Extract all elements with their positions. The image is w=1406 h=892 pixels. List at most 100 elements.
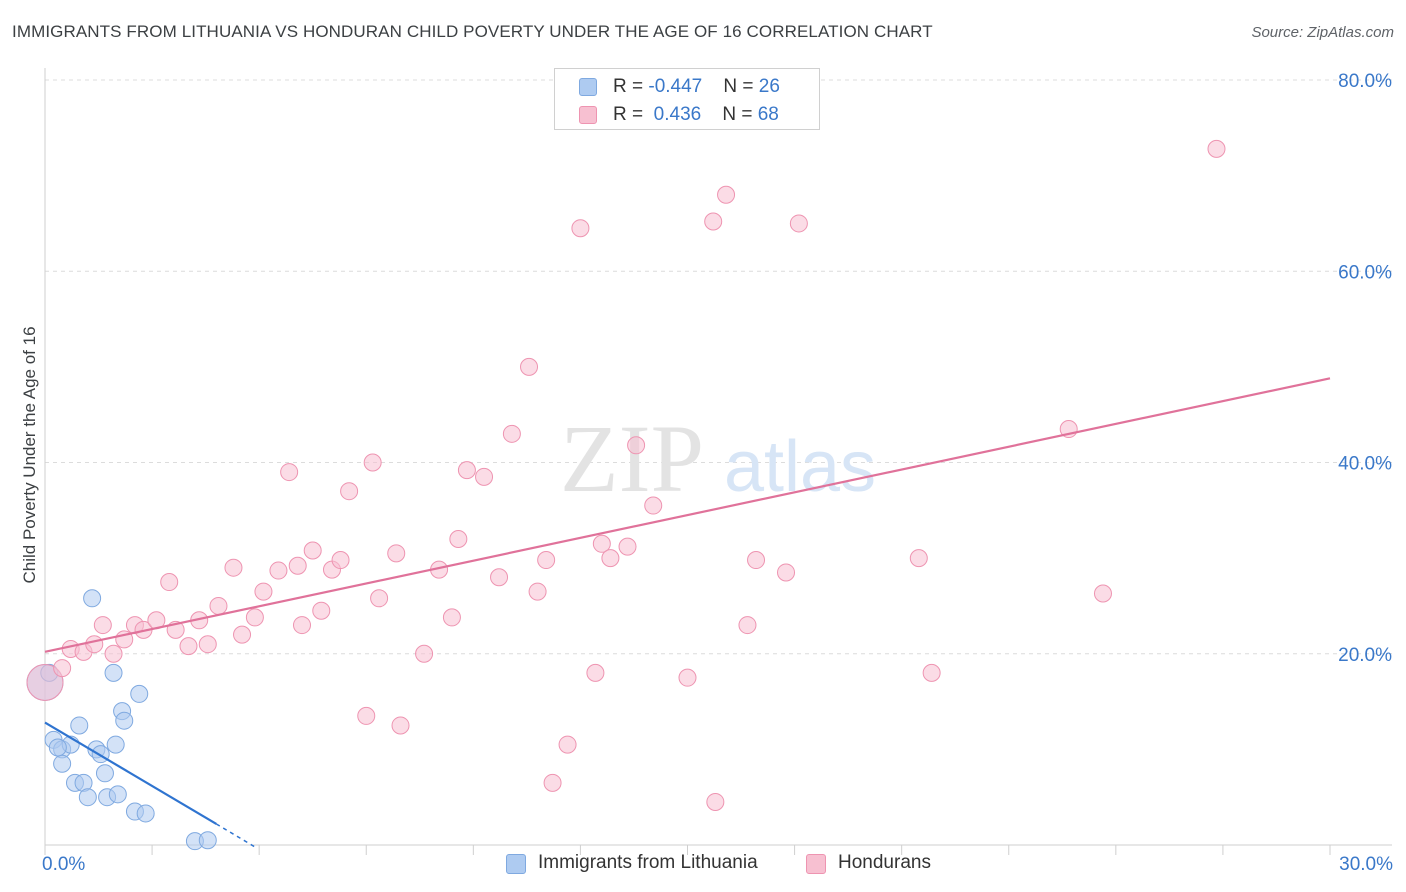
- data-point: [53, 659, 72, 678]
- data-point: [627, 436, 646, 455]
- legend-n-label: N =: [722, 104, 758, 125]
- data-point: [198, 635, 217, 654]
- bottom-legend-swatch-hondurans: [806, 854, 826, 874]
- data-point: [70, 716, 89, 735]
- data-point: [706, 792, 725, 811]
- y-tick-label: 80.0%: [1338, 71, 1392, 92]
- data-point: [136, 804, 155, 823]
- bottom-legend-swatch-lithuania: [506, 854, 526, 874]
- data-point: [106, 735, 125, 754]
- data-point: [601, 549, 620, 568]
- data-point: [48, 738, 67, 757]
- data-point: [475, 467, 494, 486]
- bottom-legend-label: Immigrants from Lithuania: [538, 852, 758, 873]
- data-point: [537, 551, 556, 570]
- legend-r-value: -0.447: [648, 76, 703, 97]
- data-point: [198, 831, 217, 850]
- trend-lines: [44, 377, 1331, 848]
- axes: [44, 68, 1392, 855]
- gridlines: [45, 79, 1392, 655]
- data-point: [160, 573, 179, 592]
- series-hondurans-points: [26, 139, 1226, 811]
- data-point: [558, 735, 577, 754]
- legend-r-label: R =: [613, 76, 649, 97]
- data-point: [704, 212, 723, 231]
- data-point: [293, 616, 311, 635]
- data-point: [179, 637, 198, 656]
- data-point: [209, 596, 228, 615]
- data-point: [85, 635, 104, 654]
- watermark-atlas: atlas: [724, 427, 876, 507]
- data-point: [104, 644, 123, 663]
- data-point: [457, 461, 476, 480]
- tick-labels: 20.0% 40.0% 60.0% 80.0% 0.0% 30.0%: [42, 71, 1393, 875]
- data-point: [95, 764, 114, 783]
- data-point: [104, 663, 123, 682]
- data-point: [543, 773, 562, 792]
- data-point: [571, 219, 590, 238]
- data-point: [1207, 139, 1226, 158]
- data-point: [312, 601, 331, 620]
- legend-swatch-hondurans: [579, 106, 597, 124]
- series-lithuania-points: [26, 589, 217, 851]
- data-point: [357, 706, 376, 725]
- data-point: [233, 625, 252, 644]
- data-point: [592, 534, 611, 553]
- data-point: [747, 551, 766, 570]
- data-point: [254, 582, 273, 601]
- bottom-legend-label: Hondurans: [838, 852, 931, 873]
- legend-row-hondurans: R = 0.436 N = 68: [555, 100, 819, 130]
- data-point: [789, 214, 808, 233]
- data-point: [130, 684, 149, 703]
- data-point: [108, 785, 127, 804]
- data-point: [717, 185, 736, 204]
- data-point: [93, 616, 112, 635]
- data-point: [909, 549, 928, 568]
- legend-n-value: 68: [757, 104, 779, 125]
- legend-n-value: 26: [758, 76, 780, 97]
- y-tick-label: 20.0%: [1338, 645, 1392, 666]
- data-point: [738, 616, 757, 635]
- data-point: [83, 589, 102, 608]
- legend-row-lithuania: R = -0.447 N = 26: [555, 72, 819, 102]
- legend-r-value: 0.436: [648, 104, 702, 125]
- data-point: [331, 551, 350, 570]
- data-point: [777, 563, 796, 582]
- data-point: [280, 463, 299, 482]
- trend-line-lithuania: [44, 721, 217, 825]
- data-point: [618, 537, 637, 556]
- data-point: [1093, 584, 1112, 603]
- data-point: [224, 558, 243, 577]
- data-point: [288, 556, 307, 575]
- x-tick-label: 0.0%: [42, 854, 85, 875]
- data-point: [644, 496, 663, 515]
- data-point: [269, 561, 288, 580]
- data-point: [340, 482, 359, 501]
- data-point: [586, 663, 605, 682]
- legend-r-label: R =: [613, 104, 649, 125]
- y-tick-label: 60.0%: [1338, 262, 1392, 283]
- data-point: [53, 754, 72, 773]
- y-tick-label: 40.0%: [1338, 454, 1392, 475]
- data-point: [922, 663, 941, 682]
- data-point: [449, 530, 468, 548]
- data-point: [363, 453, 382, 472]
- watermark: ZIP atlas: [560, 405, 876, 512]
- data-point: [678, 668, 697, 687]
- data-point: [415, 644, 434, 663]
- x-tick-label: 30.0%: [1339, 854, 1393, 875]
- data-point: [245, 608, 264, 627]
- data-point: [387, 544, 406, 563]
- data-point: [528, 582, 547, 601]
- legend-swatch-lithuania: [579, 78, 597, 96]
- data-point: [115, 711, 134, 730]
- data-point: [26, 663, 64, 701]
- data-point: [520, 357, 539, 376]
- chart-title: IMMIGRANTS FROM LITHUANIA VS HONDURAN CH…: [12, 22, 933, 41]
- data-point: [391, 716, 410, 735]
- data-point: [490, 568, 509, 587]
- stats-legend: R = -0.447 N = 26 R = 0.436 N = 68: [554, 68, 820, 130]
- legend-n-label: N =: [723, 76, 759, 97]
- data-point: [78, 788, 97, 807]
- data-point: [303, 541, 322, 560]
